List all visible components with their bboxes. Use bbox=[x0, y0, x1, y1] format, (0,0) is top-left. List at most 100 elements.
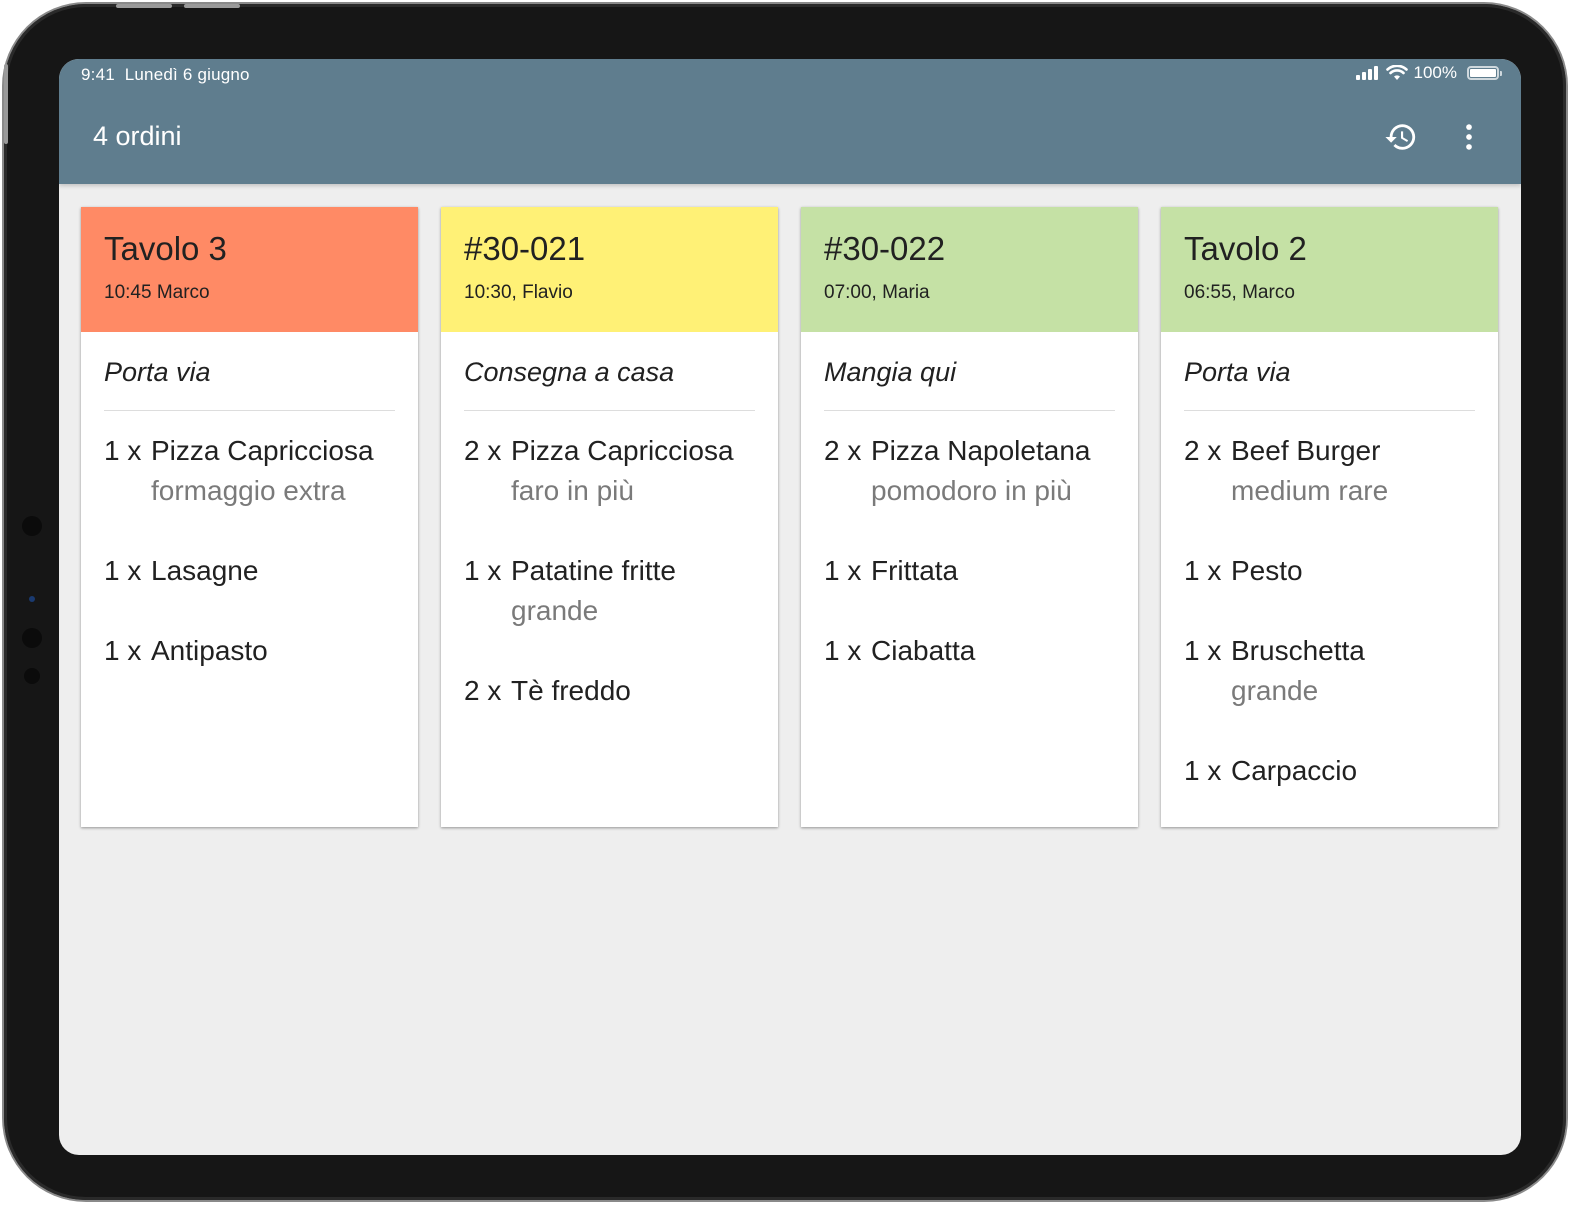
order-item: 1 x Lasagne bbox=[104, 531, 395, 611]
order-item: 1 x Antipasto bbox=[104, 611, 395, 691]
item-details: Frittata bbox=[871, 551, 1115, 591]
item-note: faro in più bbox=[511, 475, 634, 506]
item-quantity: 1 x bbox=[824, 555, 862, 586]
signal-icon bbox=[1355, 66, 1378, 80]
item-name: Patatine fritte bbox=[511, 555, 676, 586]
item-name: Pizza Capricciosa bbox=[151, 435, 374, 466]
order-item: 2 x Pizza Napoletana pomodoro in più bbox=[824, 411, 1115, 531]
item-quantity: 2 x bbox=[824, 435, 862, 466]
item-name: Beef Burger bbox=[1231, 435, 1381, 466]
camera-sensor bbox=[24, 668, 40, 684]
order-type: Consegna a casa bbox=[464, 332, 755, 411]
item-details: Beef Burger medium rare bbox=[1231, 431, 1475, 511]
order-title: #30-021 bbox=[464, 230, 586, 267]
wifi-icon bbox=[1385, 65, 1408, 80]
order-item: 1 x Frittata bbox=[824, 531, 1115, 611]
power-button bbox=[4, 64, 8, 144]
order-item: 1 x Carpaccio bbox=[1184, 731, 1475, 811]
item-name: Antipasto bbox=[151, 635, 268, 666]
item-details: Antipasto bbox=[151, 631, 395, 671]
item-note: grande bbox=[1231, 675, 1319, 706]
order-time-server: 07:00, Maria bbox=[824, 282, 930, 303]
orders-board: Tavolo 3 10:45 Marco Porta via 1 x Pizza… bbox=[81, 207, 1498, 827]
order-card[interactable]: Tavolo 3 10:45 Marco Porta via 1 x Pizza… bbox=[81, 207, 418, 827]
order-time-server: 06:55, Marco bbox=[1184, 282, 1295, 303]
item-details: Tè freddo bbox=[511, 671, 755, 711]
item-note: formaggio extra bbox=[151, 475, 346, 506]
item-details: Carpaccio bbox=[1231, 751, 1475, 791]
tablet-frame: 9:41 Lunedì 6 giugno 100% 4 ordini bbox=[4, 4, 1566, 1200]
camera-lens bbox=[29, 596, 35, 602]
order-items: 2 x Pizza Napoletana pomodoro in più 1 x… bbox=[824, 411, 1115, 691]
item-name: Pizza Capricciosa bbox=[511, 435, 734, 466]
history-icon bbox=[1385, 124, 1416, 150]
item-quantity: 1 x bbox=[1184, 755, 1222, 786]
item-quantity: 2 x bbox=[464, 435, 502, 466]
battery-icon bbox=[1467, 66, 1502, 80]
item-quantity: 1 x bbox=[104, 555, 142, 586]
status-time: 9:41 bbox=[81, 65, 115, 84]
order-card-header: #30-021 10:30, Flavio bbox=[441, 207, 778, 332]
order-item: 1 x Pizza Capricciosa formaggio extra bbox=[104, 411, 395, 531]
item-name: Ciabatta bbox=[871, 635, 976, 666]
item-details: Pizza Capricciosa faro in più bbox=[511, 431, 755, 511]
item-details: Pizza Napoletana pomodoro in più bbox=[871, 431, 1115, 511]
item-name: Lasagne bbox=[151, 555, 259, 586]
item-quantity: 1 x bbox=[1184, 635, 1222, 666]
item-note: medium rare bbox=[1231, 475, 1389, 506]
item-quantity: 1 x bbox=[824, 635, 862, 666]
order-items: 1 x Pizza Capricciosa formaggio extra 1 … bbox=[104, 411, 395, 691]
page-title: 4 ordini bbox=[93, 121, 182, 151]
item-quantity: 2 x bbox=[464, 675, 502, 706]
more-options-button[interactable] bbox=[1449, 117, 1489, 157]
status-bar-left: 9:41 Lunedì 6 giugno bbox=[81, 65, 250, 85]
item-quantity: 1 x bbox=[1184, 555, 1222, 586]
camera-sensor bbox=[22, 516, 42, 536]
item-details: Ciabatta bbox=[871, 631, 1115, 671]
order-item: 1 x Patatine fritte grande bbox=[464, 531, 755, 651]
order-card[interactable]: Tavolo 2 06:55, Marco Porta via 2 x Beef… bbox=[1161, 207, 1498, 827]
item-details: Patatine fritte grande bbox=[511, 551, 755, 631]
item-quantity: 1 x bbox=[104, 635, 142, 666]
item-name: Pizza Napoletana bbox=[871, 435, 1091, 466]
order-type: Mangia qui bbox=[824, 332, 1115, 411]
more-vert-icon bbox=[1466, 124, 1472, 150]
order-item: 2 x Pizza Capricciosa faro in più bbox=[464, 411, 755, 531]
order-card[interactable]: #30-022 07:00, Maria Mangia qui 2 x Pizz… bbox=[801, 207, 1138, 827]
order-type: Porta via bbox=[104, 332, 395, 411]
order-card-header: Tavolo 3 10:45 Marco bbox=[81, 207, 418, 332]
order-card-header: Tavolo 2 06:55, Marco bbox=[1161, 207, 1498, 332]
volume-up-button bbox=[116, 4, 172, 8]
order-item: 1 x Ciabatta bbox=[824, 611, 1115, 691]
item-details: Bruschetta grande bbox=[1231, 631, 1475, 711]
item-note: grande bbox=[511, 595, 599, 626]
status-bar-right: 100% bbox=[1355, 63, 1502, 83]
item-name: Tè freddo bbox=[511, 675, 631, 706]
order-card-header: #30-022 07:00, Maria bbox=[801, 207, 1138, 332]
order-title: Tavolo 3 bbox=[104, 230, 227, 267]
order-item: 2 x Tè freddo bbox=[464, 651, 755, 731]
order-time-server: 10:30, Flavio bbox=[464, 282, 573, 303]
item-details: Pizza Capricciosa formaggio extra bbox=[151, 431, 395, 511]
order-item: 1 x Pesto bbox=[1184, 531, 1475, 611]
status-date: Lunedì 6 giugno bbox=[124, 65, 250, 84]
order-card[interactable]: #30-021 10:30, Flavio Consegna a casa 2 … bbox=[441, 207, 778, 827]
order-title: Tavolo 2 bbox=[1184, 230, 1307, 267]
order-title: #30-022 bbox=[824, 230, 946, 267]
item-name: Carpaccio bbox=[1231, 755, 1358, 786]
camera-sensor bbox=[22, 628, 42, 648]
item-name: Bruschetta bbox=[1231, 635, 1365, 666]
order-card-body: Consegna a casa 2 x Pizza Capricciosa fa… bbox=[441, 332, 778, 747]
order-card-body: Porta via 1 x Pizza Capricciosa formaggi… bbox=[81, 332, 418, 707]
order-item: 2 x Beef Burger medium rare bbox=[1184, 411, 1475, 531]
order-items: 2 x Pizza Capricciosa faro in più 1 x Pa… bbox=[464, 411, 755, 731]
volume-down-button bbox=[184, 4, 240, 8]
battery-percent: 100% bbox=[1413, 63, 1457, 82]
item-quantity: 2 x bbox=[1184, 435, 1222, 466]
item-quantity: 1 x bbox=[464, 555, 502, 586]
history-button[interactable] bbox=[1381, 117, 1421, 157]
order-card-body: Porta via 2 x Beef Burger medium rare 1 … bbox=[1161, 332, 1498, 827]
order-items: 2 x Beef Burger medium rare 1 x Pesto 1 … bbox=[1184, 411, 1475, 811]
app-bar: 9:41 Lunedì 6 giugno 100% 4 ordini bbox=[59, 59, 1521, 184]
order-time-server: 10:45 Marco bbox=[104, 282, 210, 303]
